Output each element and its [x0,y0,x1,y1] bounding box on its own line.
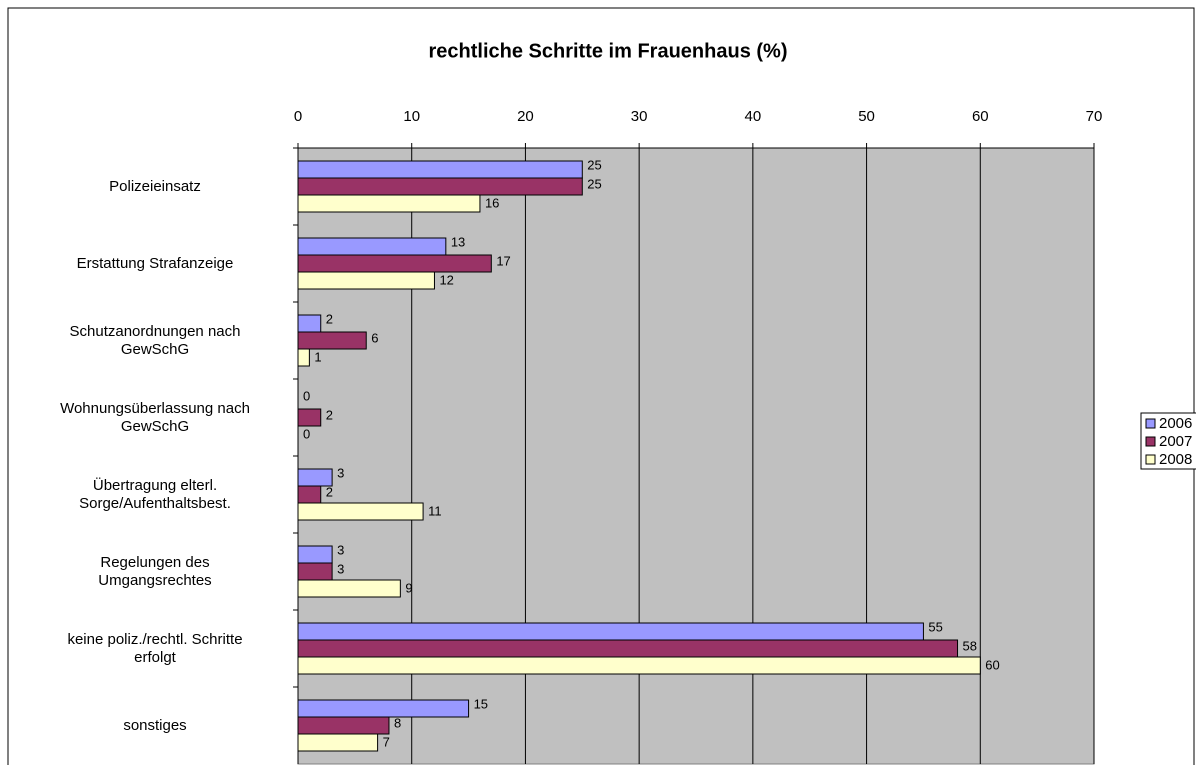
bar [297,408,322,427]
data-label: 3 [337,465,344,480]
x-tick-label: 70 [1086,108,1103,125]
data-label: 16 [485,195,499,210]
x-tick-label: 50 [858,108,875,125]
bar [297,271,435,290]
bar [297,314,322,333]
data-label: 13 [451,234,465,249]
data-label: 1 [314,349,321,364]
bar [297,348,310,367]
y-tick-label: Übertragung elterl. Sorge/Aufenthaltsbes… [79,476,231,512]
x-tick-label: 10 [403,108,420,125]
data-label: 2 [326,407,333,422]
y-tick-label: Regelungen des Umgangsrechtes [98,553,212,589]
y-tick-label: Polizeieinsatz [109,177,201,195]
bar [297,716,390,735]
bar [297,485,322,504]
bar [297,733,379,752]
bar [297,699,470,718]
bar [297,177,583,196]
x-tick-label: 30 [631,108,648,125]
legend-label: 2007 [1159,433,1192,450]
data-label: 25 [587,176,601,191]
data-label: 6 [371,330,378,345]
data-label: 12 [439,272,453,287]
legend-swatch [1145,454,1156,465]
data-label: 0 [303,426,310,441]
bar [297,656,981,675]
y-tick-label: Schutzanordnungen nach GewSchG [69,322,241,358]
chart-title: rechtliche Schritte im Frauenhaus (%) [429,40,788,62]
x-tick-label: 20 [517,108,534,125]
bar [297,545,333,564]
legend-swatch [1145,436,1156,447]
bar [297,160,583,179]
data-label: 60 [985,657,999,672]
bar [297,331,367,350]
data-label: 9 [405,580,412,595]
y-tick-label: Wohnungsüberlassung nach GewSchG [60,399,250,435]
bar [297,194,481,213]
data-label: 0 [303,388,310,403]
bar [297,254,492,273]
data-label: 8 [394,715,401,730]
x-tick-label: 60 [972,108,989,125]
bar [297,639,959,658]
bar [297,579,401,598]
data-label: 25 [587,157,601,172]
data-label: 2 [326,311,333,326]
bar [297,622,924,641]
bar [297,237,447,256]
data-label: 11 [428,503,442,518]
data-label: 3 [337,561,344,576]
data-label: 15 [474,696,488,711]
x-tick-label: 40 [745,108,762,125]
data-label: 2 [326,484,333,499]
legend-label: 2006 [1159,415,1192,432]
y-tick-label: sonstiges [123,716,187,734]
y-tick-label: keine poliz./rechtl. Schritte erfolgt [67,630,243,666]
bar [297,562,333,581]
y-tick-label: Erstattung Strafanzeige [76,254,234,272]
bar [297,468,333,487]
data-label: 7 [383,734,390,749]
bar [297,502,424,521]
legend-swatch [1145,418,1156,429]
data-label: 58 [963,638,977,653]
data-label: 17 [496,253,510,268]
legend-label: 2008 [1159,451,1192,468]
data-label: 3 [337,542,344,557]
x-tick-label: 0 [294,108,302,125]
data-label: 55 [928,619,942,634]
